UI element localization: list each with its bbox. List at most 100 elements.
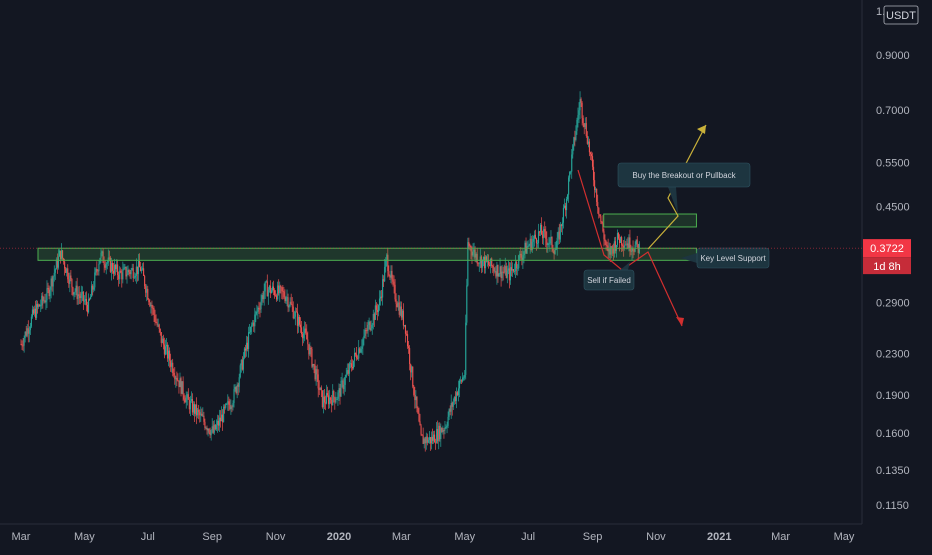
candle-body	[41, 295, 43, 306]
candle-body	[424, 438, 426, 444]
callout-buy-breakout[interactable]: Buy the Breakout or Pullback	[617, 162, 751, 214]
candle-body	[628, 237, 630, 249]
candle-body	[444, 427, 446, 431]
candle-body	[113, 265, 116, 274]
candle-body	[509, 267, 511, 281]
candle-body	[30, 316, 32, 327]
candle-body	[37, 304, 39, 307]
candle-body	[289, 301, 291, 306]
candle-body	[234, 387, 236, 390]
candle-body	[293, 316, 295, 319]
candle-body	[582, 118, 584, 124]
candle-body	[597, 202, 599, 208]
candle-body	[326, 393, 329, 396]
candle-body	[401, 310, 403, 318]
breakout-zone[interactable]	[603, 213, 697, 228]
candle-body	[394, 284, 396, 300]
candle-body	[587, 141, 589, 144]
candle-body	[463, 377, 465, 379]
candle-body	[415, 396, 417, 401]
time-axis: Mar May Jul Sep Nov 2020 Mar May Jul Sep Nov 2021 Ma…	[12, 531, 855, 543]
candle-body	[287, 297, 289, 308]
candle-body	[454, 396, 456, 401]
candle-body	[506, 270, 508, 278]
candle-body	[239, 365, 241, 378]
candle-body	[428, 437, 430, 440]
candle-body	[467, 242, 469, 286]
candle-body	[339, 388, 341, 397]
candle-body	[385, 260, 387, 267]
candle-body	[340, 380, 342, 397]
candle-body	[546, 238, 548, 246]
candle-body	[44, 300, 46, 303]
candle-body	[453, 396, 455, 402]
callout-sell-if-failed[interactable]: Sell if Failed	[583, 262, 635, 291]
candle-body	[562, 207, 564, 223]
candle-body	[317, 374, 319, 389]
candle-body	[414, 394, 416, 401]
callout-box	[583, 269, 635, 291]
candle-body	[553, 251, 555, 254]
candle-body	[281, 287, 283, 292]
callout-key-level-support[interactable]: Key Level Support	[681, 247, 770, 269]
candle-body	[336, 398, 338, 400]
candle-body	[270, 290, 272, 294]
candle-body	[345, 374, 347, 377]
candle-body	[222, 414, 224, 423]
candle-body	[240, 359, 242, 366]
candle-body	[435, 442, 437, 444]
candle-body	[493, 267, 495, 272]
candle-body	[563, 205, 566, 208]
candle-body	[25, 331, 27, 336]
candle-body	[558, 231, 560, 240]
candle-body	[409, 348, 411, 365]
candle-body	[95, 268, 97, 273]
candle-body	[267, 289, 269, 297]
candle-body	[392, 279, 394, 282]
candle-body	[265, 281, 267, 283]
candle-body	[373, 314, 375, 320]
key-level-zone[interactable]	[37, 247, 697, 261]
candle-body	[24, 331, 26, 339]
candle-body	[516, 261, 518, 269]
candle-body	[449, 409, 451, 412]
candle-body	[224, 406, 226, 408]
candle-body	[191, 399, 194, 413]
candle-body	[274, 290, 276, 296]
candle-body	[369, 321, 371, 330]
candle-body	[233, 389, 235, 403]
candle-body	[543, 229, 545, 239]
candle-body	[402, 310, 404, 326]
candle-body	[386, 254, 388, 261]
candle-body	[484, 256, 487, 269]
candle-body	[624, 244, 626, 248]
candle-body	[504, 266, 506, 273]
candle-body	[565, 199, 568, 211]
candle-body	[75, 285, 77, 292]
candle-body	[147, 288, 149, 300]
candle-body	[365, 329, 367, 331]
candle-body	[521, 257, 523, 261]
price-tick-label: 0.4500	[876, 202, 910, 214]
candle-body	[214, 424, 216, 430]
candle-body	[371, 324, 373, 329]
candle-body	[412, 366, 414, 387]
candle-body	[397, 302, 399, 307]
candle-body	[404, 325, 407, 334]
bullish-path-line[interactable]	[647, 124, 707, 250]
candle-body	[237, 384, 239, 387]
candle-body	[554, 250, 556, 254]
candle-body	[308, 344, 310, 355]
candle-body	[91, 285, 93, 297]
callout-text: Key Level Support	[700, 254, 766, 263]
callout-text: Buy the Breakout or Pullback	[632, 171, 736, 180]
candle-body	[544, 229, 546, 232]
price-tick-label: 0.1350	[876, 465, 910, 477]
candle-body	[65, 268, 67, 273]
candle-body	[286, 297, 288, 299]
candle-body	[180, 378, 182, 394]
currency-badge[interactable]: USDT	[883, 5, 919, 25]
candle-body	[377, 305, 380, 313]
